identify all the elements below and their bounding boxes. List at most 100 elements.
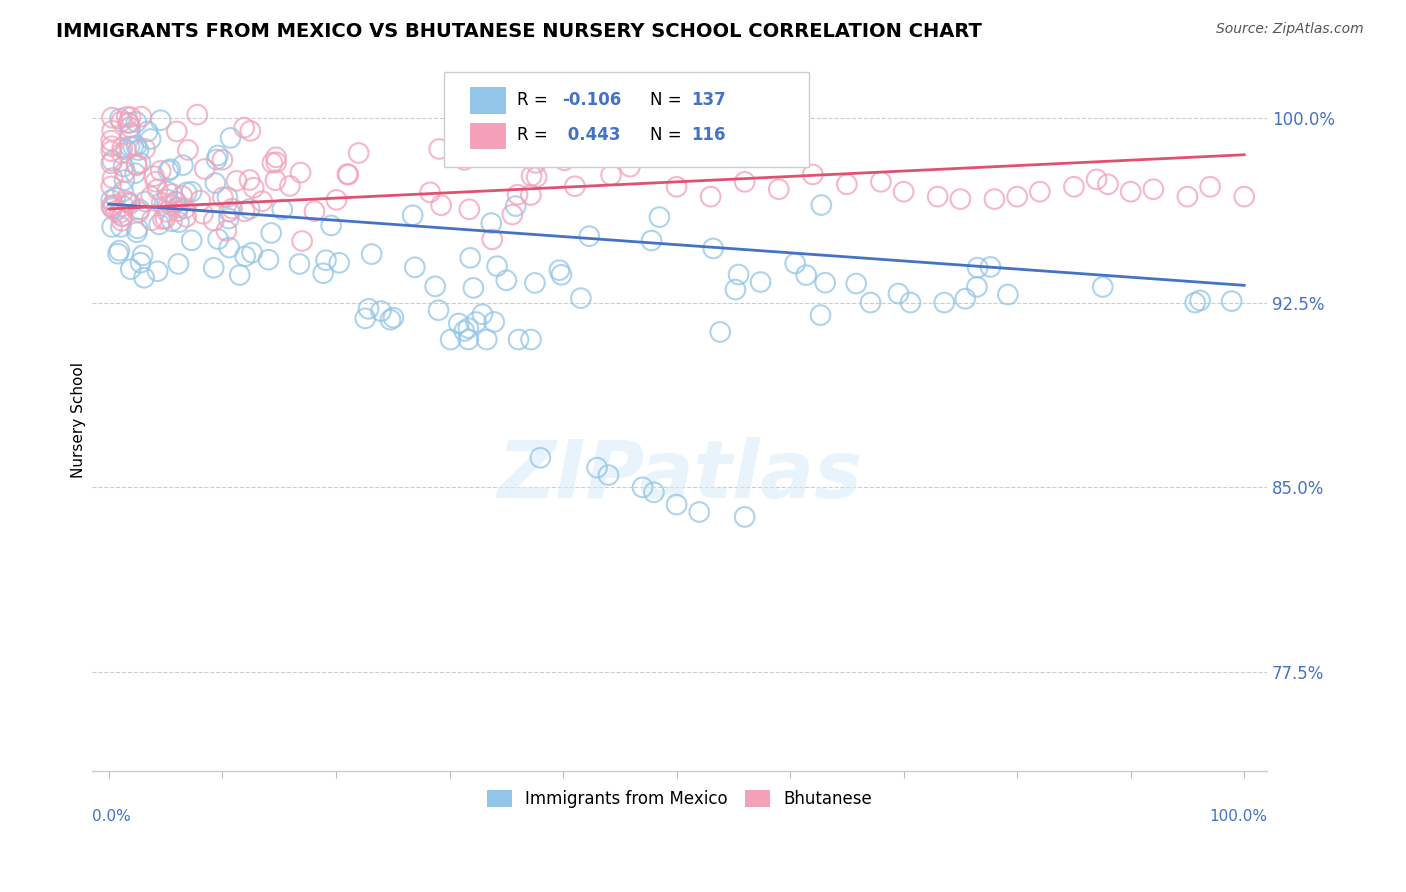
- Point: [665, 498, 688, 512]
- Point: [1063, 179, 1085, 194]
- Point: [136, 124, 159, 138]
- Point: [709, 325, 731, 339]
- Point: [180, 233, 202, 247]
- Point: [835, 178, 858, 192]
- Point: [425, 279, 447, 293]
- Point: [665, 179, 688, 194]
- Point: [257, 252, 280, 267]
- Point: [218, 204, 240, 219]
- Point: [927, 189, 949, 203]
- Point: [440, 333, 463, 347]
- Point: [1220, 294, 1243, 309]
- Point: [103, 198, 125, 212]
- Point: [143, 169, 166, 184]
- Point: [146, 264, 169, 278]
- Point: [457, 321, 479, 335]
- Point: [139, 189, 162, 203]
- Point: [120, 110, 142, 124]
- Point: [325, 193, 347, 207]
- Point: [125, 157, 148, 171]
- Point: [115, 143, 138, 157]
- Point: [702, 242, 724, 256]
- Point: [177, 143, 200, 157]
- Point: [505, 199, 527, 213]
- Point: [166, 124, 188, 138]
- Point: [598, 468, 620, 483]
- Text: IMMIGRANTS FROM MEXICO VS BHUTANESE NURSERY SCHOOL CORRELATION CHART: IMMIGRANTS FROM MEXICO VS BHUTANESE NURS…: [56, 22, 983, 41]
- Point: [520, 188, 543, 202]
- Point: [520, 169, 543, 183]
- Point: [225, 174, 247, 188]
- Text: 0.443: 0.443: [562, 127, 620, 145]
- Point: [141, 213, 163, 227]
- Point: [404, 260, 426, 275]
- Point: [112, 173, 135, 187]
- Point: [207, 148, 229, 162]
- Point: [524, 156, 547, 170]
- Point: [315, 253, 337, 268]
- Point: [475, 333, 498, 347]
- Point: [111, 146, 134, 161]
- Point: [955, 292, 977, 306]
- Text: 0.0%: 0.0%: [91, 809, 131, 824]
- Text: N =: N =: [650, 91, 682, 109]
- Point: [176, 186, 198, 200]
- Point: [202, 260, 225, 275]
- Point: [111, 209, 134, 223]
- Point: [239, 124, 262, 138]
- Point: [949, 192, 972, 206]
- Point: [264, 173, 287, 187]
- Point: [145, 175, 167, 189]
- Point: [104, 191, 127, 205]
- Point: [146, 182, 169, 196]
- Point: [152, 212, 174, 227]
- Point: [1029, 185, 1052, 199]
- Point: [1097, 178, 1119, 192]
- Point: [288, 257, 311, 271]
- Point: [166, 201, 188, 215]
- Point: [749, 275, 772, 289]
- Point: [112, 160, 135, 174]
- Point: [218, 240, 240, 254]
- Point: [217, 190, 239, 204]
- Text: R =: R =: [517, 127, 548, 145]
- Point: [242, 180, 264, 194]
- Bar: [470, 87, 506, 114]
- Point: [479, 216, 502, 230]
- Point: [112, 185, 135, 199]
- Point: [100, 179, 122, 194]
- Point: [125, 115, 148, 129]
- Point: [526, 169, 548, 184]
- Point: [172, 189, 194, 203]
- Point: [482, 315, 505, 329]
- Point: [110, 219, 132, 234]
- Point: [112, 199, 135, 213]
- Point: [115, 110, 138, 124]
- Point: [447, 317, 470, 331]
- Point: [101, 171, 124, 186]
- Point: [465, 315, 488, 329]
- Point: [211, 153, 233, 167]
- Point: [194, 161, 217, 176]
- Point: [101, 111, 124, 125]
- Point: [619, 160, 641, 174]
- Point: [128, 205, 150, 219]
- Point: [768, 182, 790, 196]
- Point: [347, 146, 370, 161]
- Point: [471, 307, 494, 321]
- Point: [1085, 172, 1108, 186]
- Point: [219, 131, 242, 145]
- Point: [111, 209, 134, 223]
- Point: [155, 211, 177, 226]
- Point: [463, 281, 485, 295]
- Point: [290, 165, 312, 179]
- Point: [508, 333, 530, 347]
- Point: [100, 134, 122, 148]
- Point: [506, 187, 529, 202]
- Point: [529, 450, 551, 465]
- Point: [233, 249, 256, 263]
- Point: [159, 162, 181, 177]
- Point: [229, 268, 252, 282]
- Point: [239, 202, 262, 216]
- Point: [586, 460, 609, 475]
